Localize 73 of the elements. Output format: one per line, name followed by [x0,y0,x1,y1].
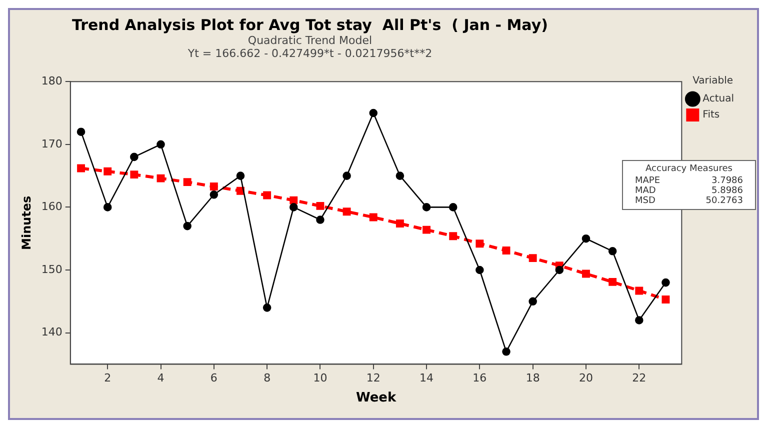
legend-label: Fits [702,110,720,121]
point [342,172,351,180]
point [156,140,165,149]
text: MAD 5.8986 [635,186,743,196]
point [635,286,644,295]
point [316,216,324,224]
point [236,186,244,195]
x-tick-label: 22 [632,372,646,385]
point [608,247,617,256]
point [635,316,644,324]
point [263,191,272,200]
point [77,164,85,172]
point [502,347,510,356]
point [210,182,218,190]
point [528,254,537,262]
point [104,167,112,176]
point [103,203,112,212]
y-tick-label: 170 [41,137,62,150]
point [662,278,670,287]
point [448,203,458,212]
chart-subtitle: Quadratic Trend Model [246,34,374,47]
text: Yt = 166.662 - 0.427499*t - 0.0217956*t**2 [186,47,434,60]
point [210,190,218,199]
x-tick-label: 4 [157,372,164,385]
point [183,178,192,186]
point [130,170,138,179]
point [502,246,510,255]
point [76,128,86,136]
y-tick-label: 160 [41,200,62,214]
point [608,278,617,286]
x-tick-label: 14 [420,372,434,385]
y-tick-label: 180 [41,74,62,88]
point [582,270,590,278]
point [130,152,138,162]
x-tick-label: 20 [578,372,593,385]
point [476,240,484,248]
x-tick-label: 2 [104,372,112,385]
x-tick-label: 12 [366,372,380,385]
point [369,108,378,118]
point [582,234,590,243]
point [290,196,298,204]
legend-label: Actual [702,94,734,105]
point [396,220,404,228]
point [316,202,324,210]
y-axis-title: Minutes [19,196,34,250]
legend-title: Variable [692,76,734,87]
chart-title: Trend Analysis Plot for Avg Tot stay All Pt's ( Jan - May) [71,16,549,34]
text: MAPE 3.7986 [635,176,743,186]
point [289,203,298,212]
x-tick-label: 16 [472,372,487,385]
point [396,172,404,180]
x-tick-label: 18 [526,372,540,385]
x-tick-label: 6 [210,372,218,385]
point [262,304,272,312]
point [476,266,484,274]
point [555,266,564,274]
point [369,213,378,222]
point [528,297,537,306]
point [236,172,245,180]
point [449,232,458,240]
x-tick-label: 10 [313,372,328,385]
text: MSD 50.2763 [635,196,743,206]
annotation: Accuracy Measures [644,164,734,174]
point [156,174,165,182]
point [342,208,351,216]
x-axis-title: Week [356,390,396,406]
y-tick-label: 150 [41,262,62,276]
point [422,203,431,212]
point [183,222,192,230]
x-tick-label: 8 [264,372,271,385]
point [662,296,670,304]
point [422,226,431,234]
y-tick-label: 140 [41,326,62,339]
